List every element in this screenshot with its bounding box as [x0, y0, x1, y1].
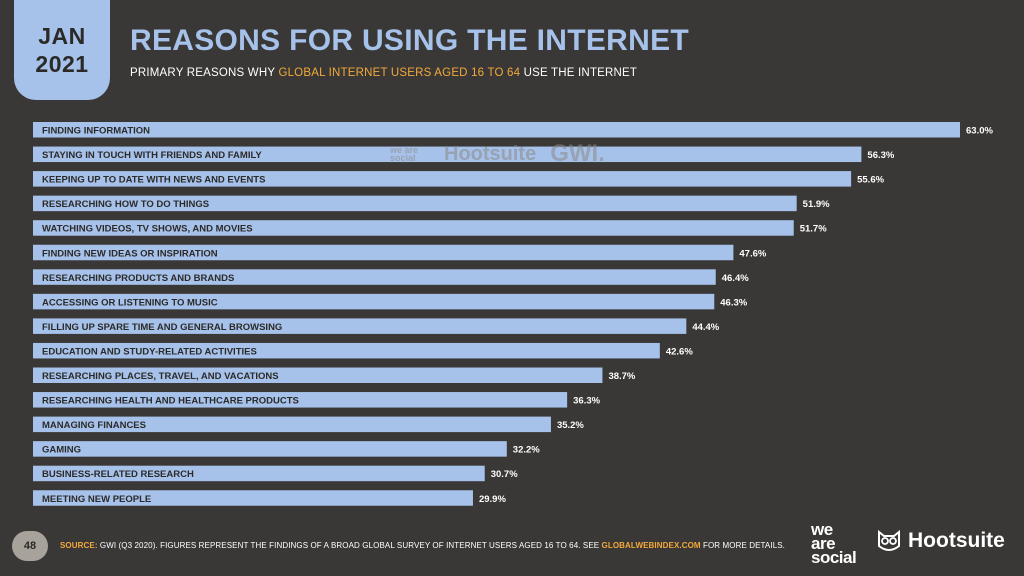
- source-text: GWI (Q3 2020). FIGURES REPRESENT THE FIN…: [97, 541, 602, 550]
- owl-icon: [878, 529, 900, 551]
- category-label-13: MANAGING FINANCES: [42, 420, 146, 431]
- date-badge: JAN 2021: [14, 0, 110, 100]
- value-label-15: 30.7%: [491, 469, 518, 480]
- category-label-2: STAYING IN TOUCH WITH FRIENDS AND FAMILY: [42, 150, 262, 161]
- category-label-7: RESEARCHING PRODUCTS AND BRANDS: [42, 273, 234, 284]
- value-label-12: 36.3%: [573, 396, 600, 407]
- bar-4: [33, 195, 797, 212]
- value-label-1: 63.0%: [966, 126, 993, 137]
- value-label-10: 42.6%: [666, 346, 693, 357]
- category-label-5: WATCHING VIDEOS, TV SHOWS, AND MOVIES: [42, 224, 253, 235]
- source-link[interactable]: GLOBALWEBINDEX.COM: [601, 541, 701, 550]
- value-label-16: 29.9%: [479, 494, 506, 505]
- category-label-8: ACCESSING OR LISTENING TO MUSIC: [42, 297, 218, 308]
- value-label-6: 47.6%: [739, 248, 766, 259]
- source-end: FOR MORE DETAILS.: [700, 541, 785, 550]
- page-subtitle: PRIMARY REASONS WHY GLOBAL INTERNET USER…: [130, 67, 637, 79]
- value-label-9: 44.4%: [692, 322, 719, 333]
- bar-3: [33, 171, 852, 187]
- watermark-hootsuite: Hootsuite: [444, 142, 537, 165]
- bar-7: [33, 269, 716, 285]
- value-label-14: 32.2%: [513, 445, 540, 456]
- source-label: SOURCE:: [60, 541, 98, 550]
- bar-10: [33, 342, 660, 359]
- watermark: we are social Hootsuite GWI.: [390, 136, 690, 172]
- hootsuite-logo: Hootsuite: [876, 528, 1005, 554]
- category-label-9: FILLING UP SPARE TIME AND GENERAL BROWSI…: [42, 322, 282, 333]
- subtitle-suffix: USE THE INTERNET: [520, 67, 638, 79]
- category-label-4: RESEARCHING HOW TO DO THINGS: [42, 199, 209, 210]
- watermark-we-are-social: we are social: [390, 145, 419, 163]
- category-label-6: FINDING NEW IDEAS OR INSPIRATION: [42, 248, 218, 259]
- value-label-3: 55.6%: [857, 175, 884, 186]
- watermark-gwi: GWI.: [550, 140, 605, 167]
- bar-5: [33, 220, 794, 236]
- category-label-10: EDUCATION AND STUDY-RELATED ACTIVITIES: [42, 346, 257, 357]
- logo-social: social: [811, 548, 857, 567]
- bar-2: [33, 146, 862, 163]
- bar-9: [33, 318, 687, 334]
- category-label-11: RESEARCHING PLACES, TRAVEL, AND VACATION…: [42, 371, 279, 382]
- value-label-2: 56.3%: [867, 150, 894, 161]
- value-label-5: 51.7%: [800, 224, 827, 235]
- bar-8: [33, 293, 715, 310]
- value-label-11: 38.7%: [608, 371, 635, 382]
- category-label-16: MEETING NEW PEOPLE: [42, 494, 151, 505]
- category-label-1: FINDING INFORMATION: [42, 126, 150, 137]
- source-note: SOURCE: GWI (Q3 2020). FIGURES REPRESENT…: [60, 541, 785, 550]
- date-year: 2021: [35, 51, 89, 77]
- bar-16: [33, 490, 473, 506]
- category-label-3: KEEPING UP TO DATE WITH NEWS AND EVENTS: [42, 175, 265, 186]
- bar-13: [33, 416, 551, 433]
- bar-14: [33, 441, 507, 457]
- logo-are: are: [811, 534, 836, 553]
- page-title: REASONS FOR USING THE INTERNET: [130, 24, 690, 57]
- value-label-7: 46.4%: [722, 273, 749, 284]
- category-label-14: GAMING: [42, 445, 81, 456]
- bar-11: [33, 367, 603, 383]
- date-month: JAN: [38, 23, 86, 49]
- value-label-13: 35.2%: [557, 420, 584, 431]
- value-label-8: 46.3%: [720, 297, 747, 308]
- we-are-social-logo: we are social: [811, 520, 857, 567]
- subtitle-highlight: GLOBAL INTERNET USERS AGED 16 TO 64: [278, 67, 521, 79]
- value-label-4: 51.9%: [803, 199, 830, 210]
- category-label-15: BUSINESS-RELATED RESEARCH: [42, 469, 194, 480]
- logo-hootsuite-text: Hootsuite: [908, 529, 1005, 552]
- bar-12: [33, 392, 568, 408]
- page-number: 48: [12, 531, 48, 561]
- subtitle-prefix: PRIMARY REASONS WHY: [130, 67, 279, 79]
- category-label-12: RESEARCHING HEALTH AND HEALTHCARE PRODUC…: [42, 396, 299, 407]
- bar-1: [33, 122, 960, 138]
- bar-15: [33, 465, 485, 482]
- bar-6: [33, 244, 734, 261]
- logo-we: we: [811, 520, 833, 539]
